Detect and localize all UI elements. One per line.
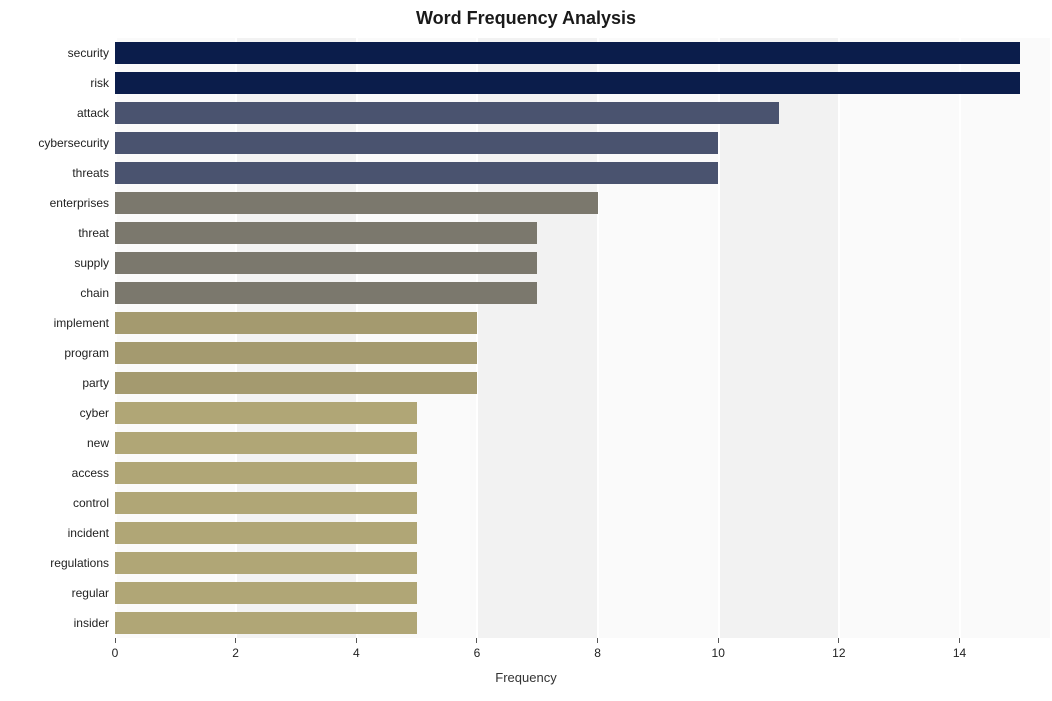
x-tick-mark bbox=[476, 638, 477, 643]
x-tick-label: 12 bbox=[832, 646, 845, 660]
bar bbox=[115, 402, 417, 424]
grid-band bbox=[839, 38, 960, 638]
x-tick-mark bbox=[597, 638, 598, 643]
bar bbox=[115, 102, 779, 124]
y-tick-label: security bbox=[68, 46, 109, 60]
x-axis-label: Frequency bbox=[0, 670, 1052, 685]
x-tick-label: 2 bbox=[232, 646, 239, 660]
bar bbox=[115, 282, 537, 304]
y-tick-label: threats bbox=[72, 166, 109, 180]
bar bbox=[115, 552, 417, 574]
y-tick-label: insider bbox=[74, 616, 109, 630]
grid-line bbox=[476, 38, 478, 638]
x-tick-label: 14 bbox=[953, 646, 966, 660]
grid-band bbox=[598, 38, 719, 638]
y-tick-label: control bbox=[73, 496, 109, 510]
y-tick-label: cybersecurity bbox=[38, 136, 109, 150]
y-tick-label: enterprises bbox=[50, 196, 109, 210]
bar bbox=[115, 342, 477, 364]
y-tick-label: supply bbox=[74, 256, 109, 270]
grid-line bbox=[838, 38, 840, 638]
bar bbox=[115, 132, 718, 154]
grid-line bbox=[597, 38, 599, 638]
grid-band bbox=[477, 38, 598, 638]
y-tick-label: threat bbox=[78, 226, 109, 240]
grid-band bbox=[356, 38, 477, 638]
x-tick-label: 10 bbox=[712, 646, 725, 660]
y-tick-label: risk bbox=[90, 76, 109, 90]
y-tick-label: party bbox=[82, 376, 109, 390]
y-tick-label: attack bbox=[77, 106, 109, 120]
bar bbox=[115, 462, 417, 484]
y-tick-label: regular bbox=[72, 586, 109, 600]
x-tick-label: 4 bbox=[353, 646, 360, 660]
x-tick-mark bbox=[959, 638, 960, 643]
grid-line bbox=[235, 38, 237, 638]
x-tick-mark bbox=[115, 638, 116, 643]
chart-title: Word Frequency Analysis bbox=[0, 8, 1052, 29]
x-tick-mark bbox=[718, 638, 719, 643]
x-tick-label: 0 bbox=[112, 646, 119, 660]
y-tick-label: incident bbox=[68, 526, 109, 540]
plot-area bbox=[115, 38, 1050, 638]
bar bbox=[115, 432, 417, 454]
y-tick-label: chain bbox=[80, 286, 109, 300]
bar bbox=[115, 372, 477, 394]
grid-line bbox=[356, 38, 358, 638]
x-tick-label: 8 bbox=[594, 646, 601, 660]
bar bbox=[115, 252, 537, 274]
word-frequency-chart: Word Frequency Analysis Frequency securi… bbox=[0, 0, 1052, 701]
y-tick-label: program bbox=[64, 346, 109, 360]
bar bbox=[115, 72, 1020, 94]
bar bbox=[115, 312, 477, 334]
x-tick-mark bbox=[235, 638, 236, 643]
bar bbox=[115, 42, 1020, 64]
grid-line bbox=[115, 38, 117, 638]
x-tick-mark bbox=[838, 638, 839, 643]
y-tick-label: access bbox=[72, 466, 109, 480]
grid-line bbox=[959, 38, 961, 638]
grid-line bbox=[718, 38, 720, 638]
grid-band bbox=[115, 38, 236, 638]
x-tick-label: 6 bbox=[474, 646, 481, 660]
y-tick-label: new bbox=[87, 436, 109, 450]
bar bbox=[115, 192, 598, 214]
grid-band bbox=[718, 38, 839, 638]
grid-band bbox=[236, 38, 357, 638]
y-tick-label: regulations bbox=[50, 556, 109, 570]
bar bbox=[115, 492, 417, 514]
bar bbox=[115, 222, 537, 244]
bar bbox=[115, 162, 718, 184]
x-tick-mark bbox=[356, 638, 357, 643]
bar bbox=[115, 522, 417, 544]
bar bbox=[115, 612, 417, 634]
y-tick-label: implement bbox=[54, 316, 109, 330]
y-tick-label: cyber bbox=[80, 406, 109, 420]
bar bbox=[115, 582, 417, 604]
